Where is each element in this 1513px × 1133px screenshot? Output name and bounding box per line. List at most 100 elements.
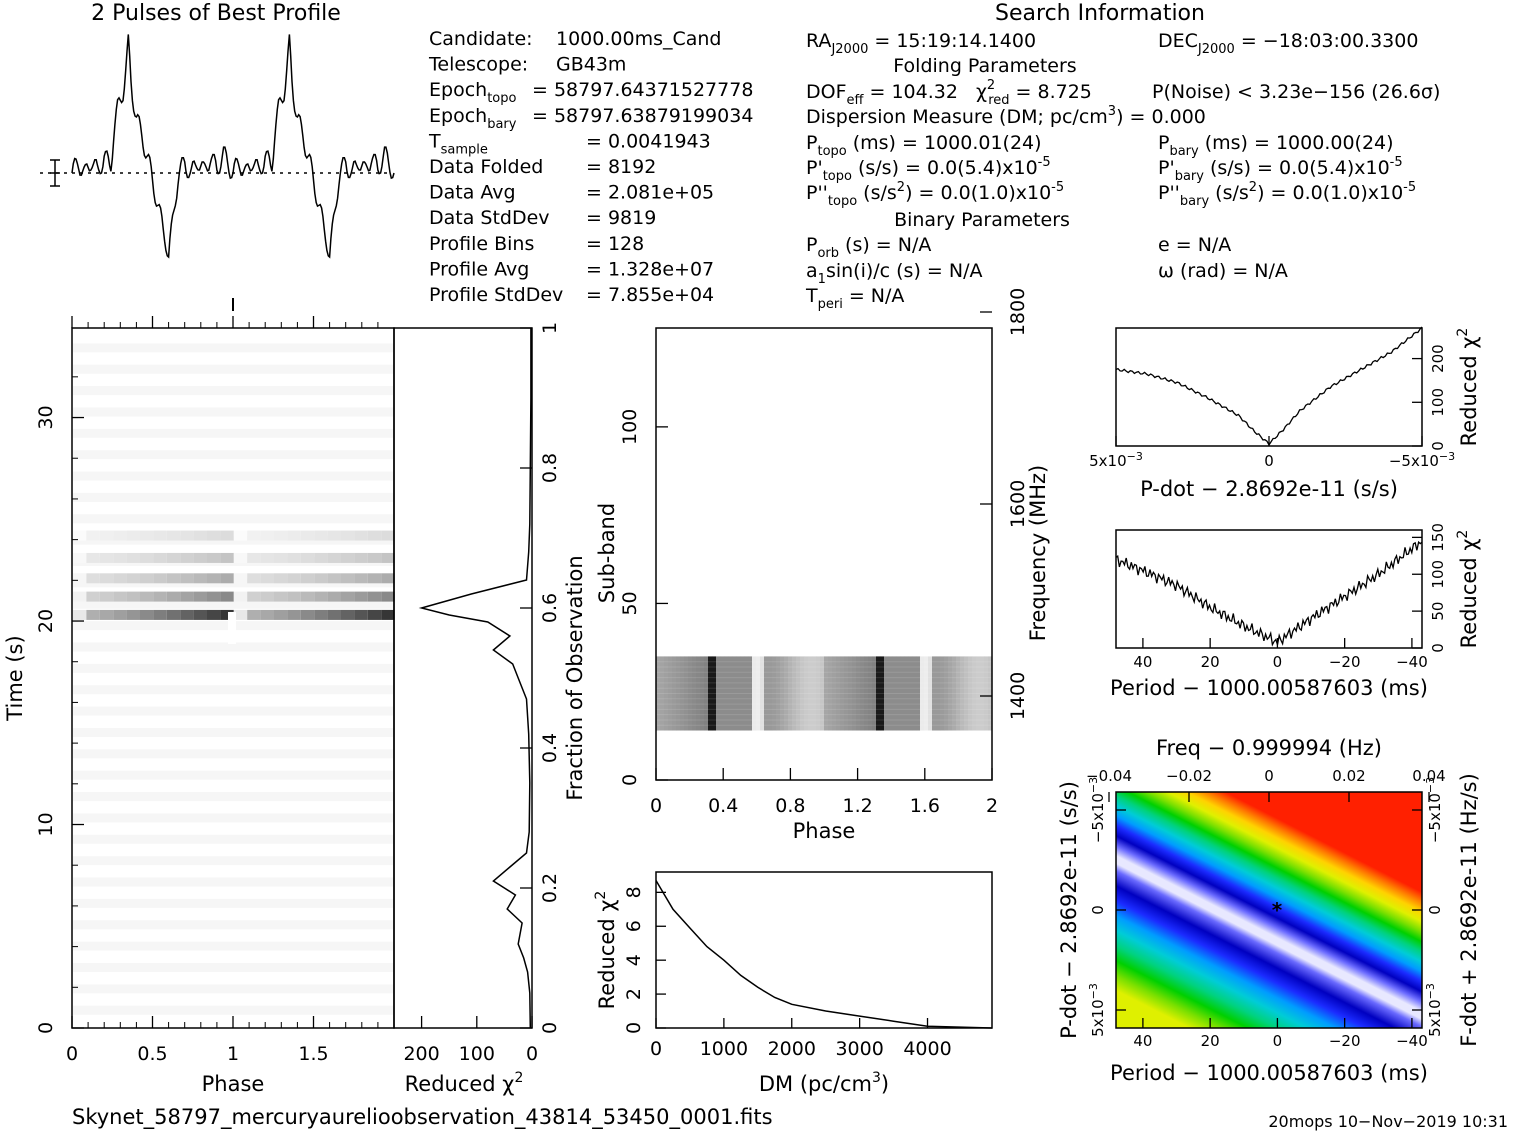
subband-cell <box>856 656 861 731</box>
ecc-row: e = N/A <box>1158 234 1231 256</box>
time-phase-cell <box>86 552 100 563</box>
time-phase-cell <box>166 552 181 563</box>
time-phase-cell <box>220 609 234 620</box>
pdot-ytick: 200 <box>1429 344 1447 373</box>
dm-xtick: 2000 <box>768 1038 816 1060</box>
time-phase-cell <box>247 552 261 563</box>
tperi-row: Tperi = N/A <box>805 285 904 312</box>
timestamp: 20mops 10−Nov−2019 10:31 <box>1268 1112 1508 1131</box>
info-label-8: Profile Bins <box>429 233 534 255</box>
time-phase-xtick: 0.5 <box>137 1043 167 1065</box>
time-phase-cell <box>86 609 100 620</box>
subband-cell <box>752 656 757 731</box>
faint-row <box>73 898 393 908</box>
faint-row <box>73 386 393 396</box>
time-phase-cell <box>287 552 301 563</box>
subband-cell <box>668 656 673 731</box>
subband-cell <box>888 656 893 731</box>
subband-cell <box>936 656 941 731</box>
info-label-6: Data Avg <box>429 182 516 204</box>
faint-row <box>73 727 393 737</box>
frequency-tick: 1800 <box>1007 288 1029 336</box>
subband-cell <box>816 656 821 731</box>
pdot-xlabel: P-dot − 2.8692e-11 (s/s) <box>1140 477 1398 501</box>
search-info: RAJ2000 = 15:19:14.1400 Folding Parameter… <box>805 30 1440 312</box>
time-phase-cell <box>193 530 207 541</box>
ppd-ytick: −5x10−3 <box>1087 777 1107 843</box>
time-phase-cell <box>300 609 315 620</box>
fraction-tick: 0.8 <box>539 453 561 483</box>
subband-cell <box>744 656 749 731</box>
pdbary-row: P'bary (s/s) = 0.0(5.4)x10-5 <box>1158 155 1403 184</box>
ppd-xtick: 0 <box>1273 1032 1283 1050</box>
time-phase-axes: 0 0.5 1 1.5 0 10 20 30 0 0.2 0.4 0.6 0.8 1 <box>35 316 561 1065</box>
subband-cell <box>760 656 765 731</box>
faint-row <box>73 492 393 502</box>
time-phase-cell <box>260 591 274 602</box>
period-xtick: 0 <box>1273 653 1283 671</box>
time-phase-cell <box>73 552 87 563</box>
faint-row <box>73 343 393 353</box>
subband-cell <box>680 656 685 731</box>
time-phase-cell <box>73 609 87 620</box>
subband-cell <box>748 656 753 731</box>
dm-ytick: 2 <box>623 988 645 1000</box>
subband-cell <box>972 656 977 731</box>
pdot-xtick: 5x10−3 <box>1089 450 1143 470</box>
subband-xtick: 0.4 <box>708 795 738 817</box>
subband-cell <box>868 656 873 731</box>
dm-frame <box>655 871 993 1029</box>
time-phase-cell <box>341 573 355 584</box>
time-phase-cell <box>99 552 114 563</box>
ra-row: RAJ2000 = 15:19:14.1400 <box>806 30 1036 57</box>
time-phase-cell <box>153 530 167 541</box>
chi-time-xtick: 200 <box>403 1043 439 1065</box>
time-phase-cell <box>126 552 140 563</box>
subband-cell <box>740 656 745 731</box>
time-phase-cell <box>247 609 261 620</box>
fdot-tick: 5x10−3 <box>1424 983 1444 1037</box>
time-phase-cell <box>180 552 194 563</box>
time-phase-cell <box>166 573 181 584</box>
subband-xtick: 0.8 <box>775 795 805 817</box>
time-phase-cell <box>193 609 207 620</box>
time-phase-cell <box>367 552 382 563</box>
time-phase-cell <box>207 530 221 541</box>
time-phase-cell <box>260 530 274 541</box>
info-label-4: Tsample <box>428 130 488 157</box>
pddbary-row: P''bary (s/s2) = 0.0(1.0)x10-5 <box>1158 180 1416 209</box>
time-phase-cell <box>341 530 355 541</box>
time-phase-cell <box>113 573 127 584</box>
time-phase-cell <box>166 530 181 541</box>
time-phase-cell <box>207 573 221 584</box>
pbary-row: Pbary (ms) = 1000.00(24) <box>1158 132 1394 159</box>
subband-cell <box>692 656 697 731</box>
subband-axes: 0 0.4 0.8 1.2 1.6 2 0 50 100 1400 1600 1800 <box>619 288 1029 817</box>
info-label-7: Data StdDev <box>429 207 550 229</box>
fdot-tick: 0 <box>1426 905 1444 915</box>
faint-row <box>73 877 393 887</box>
ppd-top-tick: 0.02 <box>1332 767 1365 785</box>
subband-cell <box>792 656 797 731</box>
time-phase-cell <box>274 591 288 602</box>
period-frame <box>1115 529 1423 649</box>
subband-cell <box>840 656 845 731</box>
fraction-tick: 0.6 <box>539 593 561 623</box>
time-phase-cell <box>140 530 154 541</box>
time-phase-cell <box>287 591 301 602</box>
subband-cell <box>844 656 849 731</box>
period-ytick: 50 <box>1429 602 1447 621</box>
time-phase-cell <box>73 573 87 584</box>
info-value-7: = 9819 <box>586 207 656 229</box>
time-phase-cell <box>314 573 328 584</box>
time-phase-cell <box>140 552 154 563</box>
subband-cell <box>688 656 693 731</box>
faint-row <box>73 813 393 823</box>
time-phase-cell <box>126 573 140 584</box>
subband-cell <box>804 656 809 731</box>
subband-cell <box>988 656 993 731</box>
period-ytick: 100 <box>1429 560 1447 589</box>
time-phase-cell <box>354 552 368 563</box>
ppd-top-tick: 0 <box>1264 767 1274 785</box>
